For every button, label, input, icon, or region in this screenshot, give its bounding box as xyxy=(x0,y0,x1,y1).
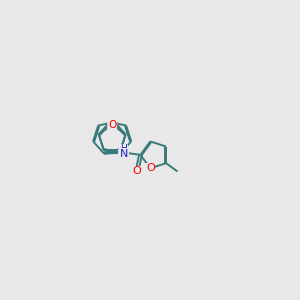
Text: O: O xyxy=(108,120,116,130)
Text: N: N xyxy=(119,150,127,160)
Text: O: O xyxy=(146,163,154,173)
Text: H: H xyxy=(121,144,127,153)
Text: N: N xyxy=(120,149,128,159)
Text: O: O xyxy=(133,167,141,176)
Text: H: H xyxy=(121,145,127,154)
